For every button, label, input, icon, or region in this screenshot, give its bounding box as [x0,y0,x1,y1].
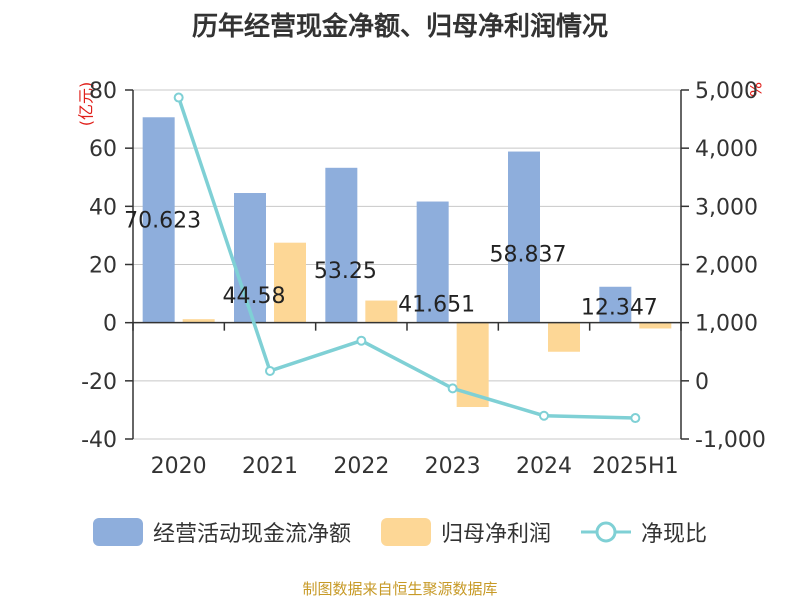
x-tick-label: 2021 [242,454,298,479]
legend-item-ratio[interactable]: 净现比 [581,516,707,548]
x-tick-label: 2024 [516,454,572,479]
bar-cash [416,201,449,323]
y-right-tick-label: 2,000 [695,254,758,279]
ratio-point [630,413,641,424]
legend-item-cash[interactable]: 经营活动现金流净额 [92,516,351,548]
bar-profit [365,300,398,323]
legend-item-profit[interactable]: 归母净利润 [380,516,551,548]
y-left-tick-label: 60 [89,137,117,162]
y-left-tick-label: -40 [81,428,117,453]
data-source-note: 制图数据来自恒生聚源数据库 [302,580,498,598]
bar-profit [548,322,580,352]
y-left-tick-label: 80 [89,79,117,104]
ratio-point [265,365,275,376]
x-tick-label: 2025H1 [592,454,679,479]
y-right-tick-label: 5,000 [695,79,758,104]
x-tick-label: 2020 [151,454,207,479]
legend-label-cash: 经营活动现金流净额 [152,522,351,547]
legend-swatch-cash [92,518,143,546]
ratio-point [539,410,549,421]
chart-title: 历年经营现金净额、归母净利润情况 [191,12,608,42]
bar-profit [274,242,306,323]
bar-data-label: 70.623 [124,208,201,233]
ratio-line [177,97,636,420]
ratio-point [356,335,367,346]
y-right-tick-label: 3,000 [695,195,758,220]
x-tick-label: 2022 [333,454,389,479]
y-right-tick-label: 1,000 [695,312,758,337]
y-left-tick-label: 40 [89,195,117,220]
bar-profit [182,319,215,323]
y-right-tick-label: -1,000 [695,428,766,453]
bar-data-label: 53.25 [314,259,377,284]
bar-cash [325,167,358,323]
y-right-tick-label: 0 [695,370,709,395]
bar-cash [142,117,175,323]
ratio-point [173,92,184,103]
bar-data-label: 12.347 [581,296,658,321]
x-tick-label: 2023 [425,454,481,479]
bar-cash [508,151,540,323]
bar-cash [234,193,266,323]
bar-data-label: 44.58 [223,284,286,309]
legend-swatch-profit [380,518,431,546]
legend-label-ratio: 净现比 [641,522,708,547]
bar-profit [639,322,672,329]
y-left-tick-label: 0 [103,312,117,337]
ratio-point [447,383,458,394]
bar-data-label: 58.837 [490,243,567,268]
y-left-tick-label: -20 [81,370,117,395]
y-left-tick-label: 20 [89,254,117,279]
bar-data-label: 41.651 [398,293,475,318]
legend: 经营活动现金流净额 归母净利润 净现比 [0,516,800,548]
bar-cash [599,286,632,323]
y-right-tick-label: 4,000 [695,137,758,162]
legend-label-profit: 归母净利润 [440,522,551,547]
legend-line-marker-icon [581,521,631,543]
